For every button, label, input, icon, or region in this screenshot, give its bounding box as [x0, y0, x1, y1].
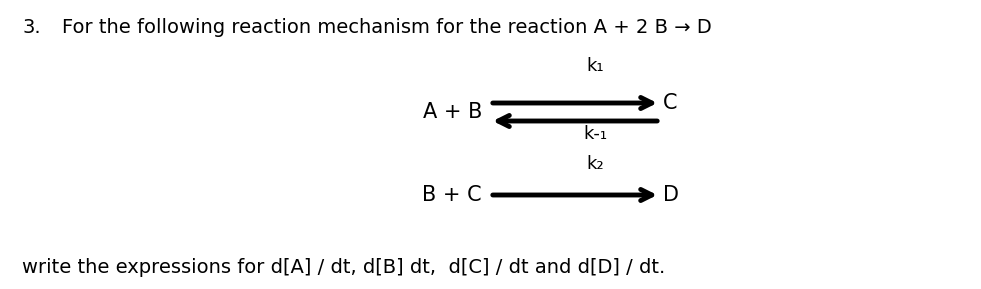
Text: 3.: 3.	[22, 18, 40, 37]
Text: C: C	[663, 93, 678, 113]
Text: k₁: k₁	[587, 57, 604, 75]
Text: write the expressions for d[A] / dt, d[B] dt,  d[C] / dt and d[D] / dt.: write the expressions for d[A] / dt, d[B…	[22, 258, 665, 277]
Text: For the following reaction mechanism for the reaction A + 2 B → D: For the following reaction mechanism for…	[62, 18, 712, 37]
Text: k-₁: k-₁	[583, 125, 607, 143]
Text: B + C: B + C	[423, 185, 482, 205]
Text: A + B: A + B	[423, 102, 482, 122]
Text: D: D	[663, 185, 679, 205]
Text: k₂: k₂	[587, 155, 604, 173]
